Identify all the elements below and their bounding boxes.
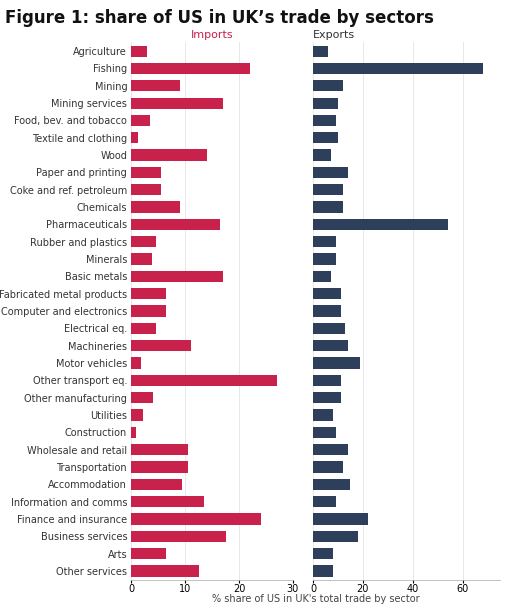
Bar [131, 98, 223, 109]
Bar [313, 98, 338, 109]
Bar [313, 392, 340, 404]
Bar [313, 548, 333, 559]
Bar [131, 496, 204, 507]
Bar [131, 46, 147, 57]
Bar [313, 149, 331, 161]
Text: Imports: Imports [191, 30, 233, 40]
Bar [131, 461, 188, 473]
Bar [131, 236, 156, 248]
Bar [313, 219, 447, 230]
Bar [131, 80, 180, 92]
Bar [313, 132, 338, 143]
Bar [131, 479, 182, 490]
Bar [131, 444, 188, 455]
Bar [313, 46, 328, 57]
Bar [313, 358, 361, 368]
Bar [313, 115, 335, 126]
Bar [313, 80, 343, 92]
Bar [313, 444, 348, 455]
Text: Exports: Exports [313, 30, 355, 40]
Bar [313, 184, 343, 195]
Bar [313, 427, 335, 438]
Bar [313, 565, 333, 577]
Bar [313, 305, 340, 317]
Bar [313, 461, 343, 473]
Bar [131, 288, 166, 299]
Text: % share of US in UK's total trade by sector: % share of US in UK's total trade by sec… [212, 594, 420, 604]
Bar [131, 410, 143, 421]
Bar [313, 323, 345, 334]
Bar [313, 167, 348, 178]
Bar [131, 358, 141, 368]
Bar [131, 548, 166, 559]
Bar [313, 531, 358, 542]
Bar [313, 63, 482, 74]
Bar [131, 514, 261, 524]
Bar [313, 254, 335, 265]
Bar [131, 167, 161, 178]
Text: Figure 1: share of US in UK’s trade by sectors: Figure 1: share of US in UK’s trade by s… [5, 9, 434, 27]
Bar [131, 392, 153, 404]
Bar [131, 340, 190, 351]
Bar [131, 63, 250, 74]
Bar [313, 340, 348, 351]
Bar [131, 184, 161, 195]
Bar [313, 375, 340, 386]
Bar [313, 479, 350, 490]
Bar [313, 410, 333, 421]
Bar [131, 132, 138, 143]
Bar [313, 236, 335, 248]
Bar [131, 219, 220, 230]
Bar [131, 305, 166, 317]
Bar [313, 514, 368, 524]
Bar [313, 202, 343, 212]
Bar [131, 375, 277, 386]
Bar [131, 149, 207, 161]
Bar [131, 202, 180, 212]
Bar [313, 271, 331, 282]
Bar [313, 288, 340, 299]
Bar [313, 496, 335, 507]
Bar [131, 115, 150, 126]
Bar [131, 271, 223, 282]
Bar [131, 531, 226, 542]
Bar [131, 565, 198, 577]
Bar [131, 323, 156, 334]
Bar [131, 427, 136, 438]
Bar [131, 254, 152, 265]
